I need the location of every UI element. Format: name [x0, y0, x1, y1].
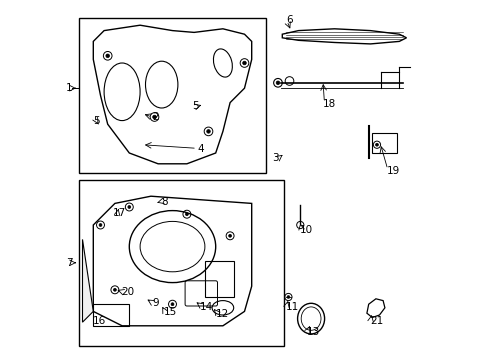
Circle shape: [276, 81, 279, 85]
FancyBboxPatch shape: [79, 18, 265, 173]
Circle shape: [286, 296, 289, 298]
Text: 18: 18: [322, 99, 336, 109]
Circle shape: [242, 61, 246, 65]
Text: 12: 12: [215, 309, 228, 319]
Circle shape: [127, 206, 130, 208]
Text: 10: 10: [300, 225, 313, 235]
Text: 7: 7: [66, 258, 73, 268]
Circle shape: [228, 234, 231, 237]
Text: 13: 13: [306, 327, 319, 337]
Text: 5: 5: [93, 116, 100, 126]
Text: 16: 16: [93, 316, 106, 326]
Circle shape: [185, 213, 188, 216]
Text: 5: 5: [192, 101, 199, 111]
Text: 6: 6: [285, 15, 292, 25]
Text: 17: 17: [113, 208, 126, 218]
Text: 2: 2: [152, 112, 159, 122]
Circle shape: [171, 303, 174, 306]
Circle shape: [106, 54, 109, 58]
Text: 9: 9: [152, 298, 159, 308]
Text: 3: 3: [271, 153, 278, 163]
Text: 14: 14: [199, 302, 212, 312]
FancyBboxPatch shape: [79, 180, 284, 346]
Text: 20: 20: [121, 287, 134, 297]
Text: 4: 4: [197, 144, 204, 154]
Circle shape: [99, 224, 102, 226]
Circle shape: [152, 115, 156, 119]
Circle shape: [375, 143, 378, 146]
Text: 15: 15: [163, 307, 176, 318]
Text: 19: 19: [386, 166, 399, 176]
Circle shape: [113, 288, 116, 291]
Text: 8: 8: [162, 197, 168, 207]
PathPatch shape: [82, 239, 93, 322]
Text: 1: 1: [66, 83, 73, 93]
Text: 21: 21: [369, 316, 382, 326]
Text: 11: 11: [285, 302, 299, 312]
Circle shape: [206, 130, 210, 133]
